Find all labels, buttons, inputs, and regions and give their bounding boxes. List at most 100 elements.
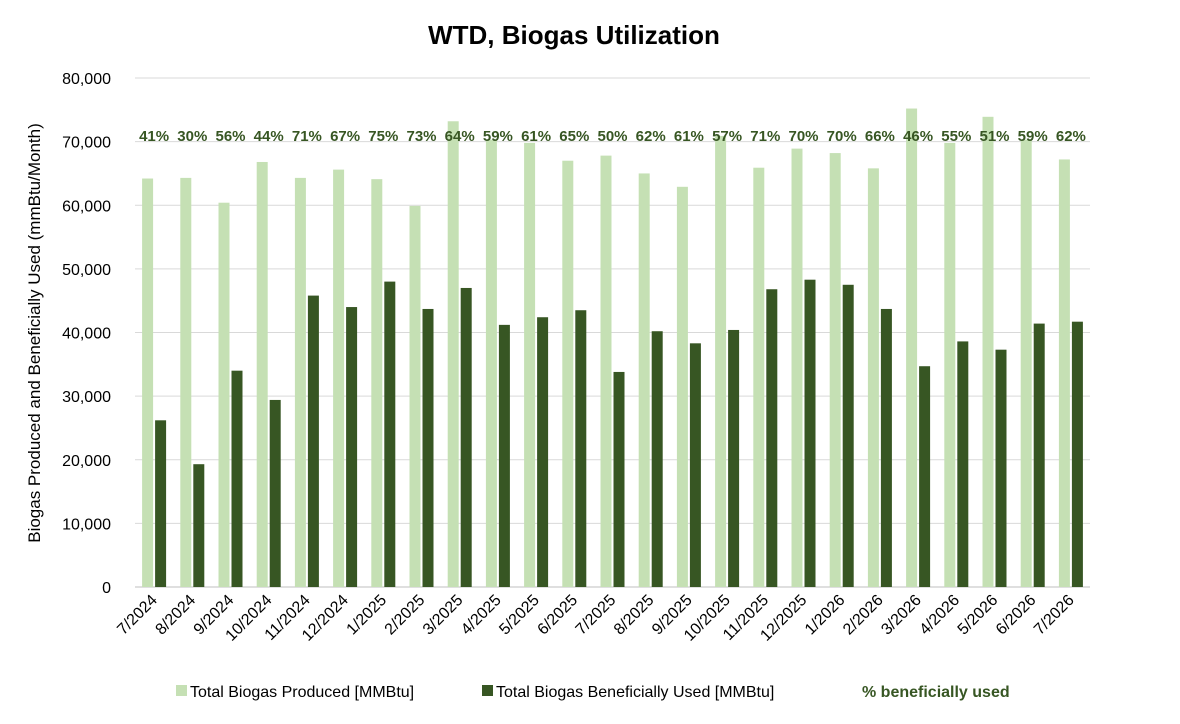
x-tick-label: 1/2026 xyxy=(802,592,849,639)
x-tick-label: 6/2026 xyxy=(993,592,1040,639)
bar-beneficially-used xyxy=(880,308,892,587)
percent-label: 67% xyxy=(330,128,360,145)
bar-produced xyxy=(256,161,268,588)
bar-beneficially-used xyxy=(766,289,778,587)
percent-label: 62% xyxy=(636,128,666,145)
percent-labels: 41% 30% 56% 44% 71% 67% 75% 73% 64% 59% 61% 65% 50% 6… xyxy=(139,128,1086,145)
bar-produced xyxy=(218,202,230,587)
x-tick-label: 6/2025 xyxy=(535,592,582,639)
x-tick-label: 7/2025 xyxy=(573,592,620,639)
x-tick-label: 3/2026 xyxy=(878,592,925,639)
bar-produced xyxy=(715,135,727,587)
percent-label: 75% xyxy=(368,128,398,145)
percent-label: 62% xyxy=(1056,128,1086,145)
percent-label: 61% xyxy=(521,128,551,145)
bar-produced xyxy=(562,160,574,587)
bar-beneficially-used xyxy=(995,349,1007,587)
bar-produced xyxy=(447,121,459,587)
bar-produced xyxy=(867,168,879,587)
x-tick-label: 2/2025 xyxy=(382,592,429,639)
x-tick-label: 4/2026 xyxy=(917,592,964,639)
x-tick-label: 3/2025 xyxy=(420,592,467,639)
bar-produced xyxy=(829,153,841,587)
bar-produced xyxy=(906,108,918,587)
bar-beneficially-used xyxy=(842,284,854,587)
bar-beneficially-used xyxy=(537,317,549,587)
bar-produced xyxy=(1020,139,1032,587)
percent-label: 44% xyxy=(254,128,284,145)
x-tick-label: 8/2025 xyxy=(611,592,658,639)
x-tick-label: 7/2026 xyxy=(1031,592,1078,639)
bar-produced xyxy=(485,139,497,587)
bar-beneficially-used xyxy=(193,464,205,587)
x-tick-label: 2/2026 xyxy=(840,592,887,639)
bar-beneficially-used xyxy=(919,366,931,587)
y-axis: 0 10,000 20,000 30,000 40,000 50,000 60,000 70,… xyxy=(62,71,111,597)
gridlines xyxy=(135,77,1090,588)
y-tick-label: 10,000 xyxy=(62,516,111,533)
bar-beneficially-used xyxy=(231,370,243,587)
percent-label: 71% xyxy=(750,128,780,145)
bar-beneficially-used xyxy=(498,324,510,587)
bar-produced xyxy=(791,148,803,587)
legend-label-beneficially-used: Total Biogas Beneficially Used [MMBtu] xyxy=(496,684,774,701)
bar-beneficially-used xyxy=(460,287,472,587)
bar-produced xyxy=(294,177,306,588)
bar-beneficially-used xyxy=(728,329,740,587)
percent-label: 70% xyxy=(827,128,857,145)
x-tick-label: 5/2025 xyxy=(496,592,543,639)
bar-beneficially-used xyxy=(575,310,587,587)
bar-beneficially-used xyxy=(384,281,396,587)
percent-label: 30% xyxy=(177,128,207,145)
bars xyxy=(142,108,1083,588)
bar-produced xyxy=(180,177,192,588)
bar-beneficially-used xyxy=(689,343,701,587)
percent-label: 51% xyxy=(979,128,1009,145)
bar-produced xyxy=(982,116,994,587)
percent-label: 59% xyxy=(483,128,513,145)
bar-produced xyxy=(753,167,765,587)
x-tick-label: 1/2025 xyxy=(344,592,391,639)
y-tick-label: 0 xyxy=(102,580,111,597)
bar-beneficially-used xyxy=(651,331,663,587)
percent-label: 71% xyxy=(292,128,322,145)
x-tick-label: 5/2026 xyxy=(955,592,1002,639)
legend-label-produced: Total Biogas Produced [MMBtu] xyxy=(190,684,414,701)
y-tick-label: 80,000 xyxy=(62,71,111,88)
legend-swatch-produced xyxy=(176,685,187,696)
percent-label: 57% xyxy=(712,128,742,145)
bar-beneficially-used xyxy=(346,307,358,587)
y-tick-label: 50,000 xyxy=(62,262,111,279)
bar-produced xyxy=(409,205,421,588)
bar-produced xyxy=(600,155,612,587)
bar-produced xyxy=(944,142,956,587)
bar-produced xyxy=(524,142,536,587)
bar-produced xyxy=(333,169,345,587)
percent-label: 65% xyxy=(559,128,589,145)
percent-label: 59% xyxy=(1018,128,1048,145)
bar-produced xyxy=(1058,159,1070,587)
percent-label: 41% xyxy=(139,128,169,145)
bar-produced xyxy=(371,179,383,587)
bar-beneficially-used xyxy=(957,341,969,587)
legend-label-percent: % beneficially used xyxy=(862,684,1010,701)
bar-beneficially-used xyxy=(307,295,319,587)
percent-label: 56% xyxy=(215,128,245,145)
bar-beneficially-used xyxy=(269,399,281,587)
x-tick-label: 4/2025 xyxy=(458,592,505,639)
bar-produced xyxy=(638,173,650,587)
y-axis-label: Biogas Produced and Beneficially Used (m… xyxy=(25,123,44,543)
y-tick-label: 30,000 xyxy=(62,389,111,406)
x-tick-label: 7/2024 xyxy=(114,592,161,639)
bar-beneficially-used xyxy=(1033,323,1045,587)
bar-beneficially-used xyxy=(804,279,816,587)
bar-produced xyxy=(676,186,688,587)
legend-swatch-beneficially-used xyxy=(482,685,493,696)
percent-label: 46% xyxy=(903,128,933,145)
chart-title: WTD, Biogas Utilization xyxy=(428,20,720,50)
y-tick-label: 20,000 xyxy=(62,453,111,470)
bar-beneficially-used xyxy=(1071,321,1083,587)
bar-beneficially-used xyxy=(422,308,434,587)
percent-label: 50% xyxy=(597,128,627,145)
